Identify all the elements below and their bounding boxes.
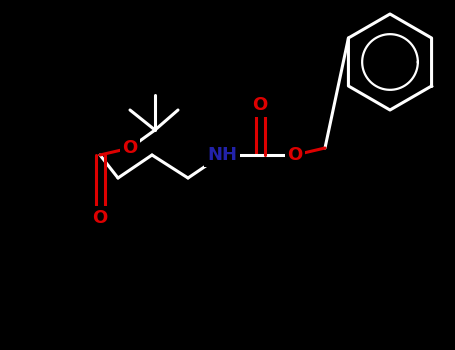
Text: NH: NH <box>207 146 237 164</box>
Text: O: O <box>288 146 303 164</box>
Text: O: O <box>92 209 108 227</box>
Text: O: O <box>253 96 268 114</box>
Text: O: O <box>122 139 137 157</box>
